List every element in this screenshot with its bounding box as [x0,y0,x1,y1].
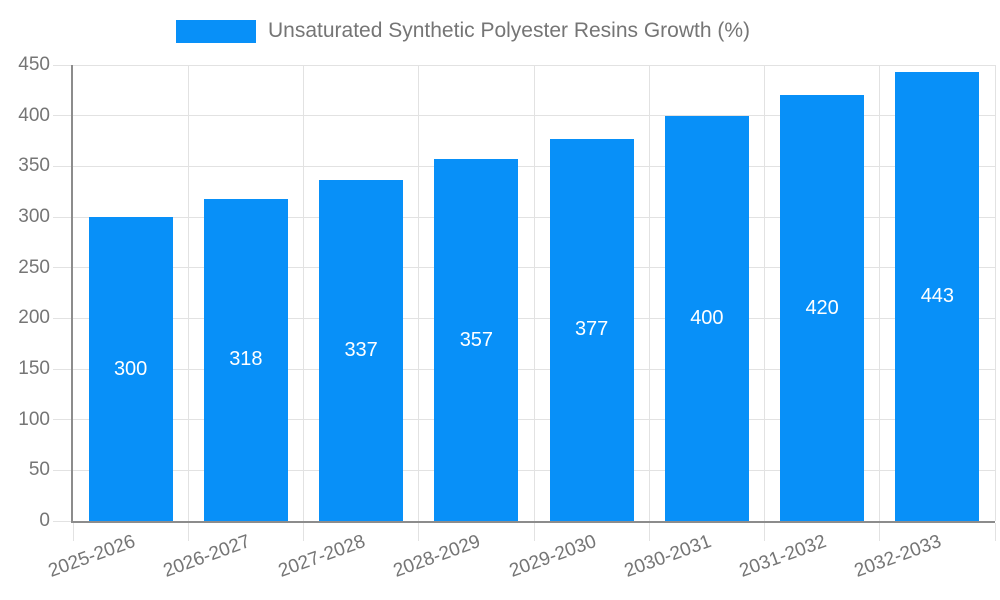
x-axis-tick [994,523,996,541]
y-axis-tick [53,469,71,471]
gridline-vertical [418,65,420,521]
gridline-vertical [187,65,189,521]
y-tick-label: 450 [18,54,50,75]
y-axis-tick [53,64,71,66]
legend-label: Unsaturated Synthetic Polyester Resins G… [268,19,751,42]
y-axis-tick [53,368,71,370]
gridline-vertical [994,65,996,521]
bar: 337 [319,179,404,521]
y-axis-tick [53,267,71,269]
y-tick-label: 250 [18,256,50,278]
bar-value-label: 318 [229,348,263,371]
y-tick-label: 0 [39,510,50,531]
y-axis-tick [53,520,71,522]
y-tick-label: 350 [18,155,50,177]
y-tick-label: 200 [18,307,50,329]
y-axis-tick [53,115,71,117]
bar: 377 [549,138,634,521]
gridline-vertical [764,65,765,521]
y-tick-label: 150 [18,358,50,379]
y-axis-tick [53,419,71,421]
y-axis-line [71,65,73,521]
bar-value-label: 337 [344,338,378,361]
bar: 420 [780,95,865,521]
plot-area: 300 318 337 357 377 400 420 443 [53,64,996,541]
x-axis-tick [648,523,650,541]
y-tick-label: 50 [28,459,50,481]
gridline-vertical [648,65,650,521]
y-tick-label: 400 [18,104,50,126]
x-axis-tick [418,523,420,541]
x-axis-line [71,521,995,523]
legend: Unsaturated Synthetic Polyester Resins G… [176,19,750,43]
bar: 400 [664,115,749,521]
gridline-vertical [879,65,881,521]
bar-value-label: 443 [920,285,955,308]
bar: 318 [203,198,288,521]
x-axis-tick [533,523,535,541]
bar-value-label: 420 [805,296,839,319]
y-tick-label: 100 [18,408,50,430]
bar-value-label: 400 [690,306,724,329]
x-axis-tick [879,523,881,541]
x-axis-tick [72,523,74,541]
y-tick-label: 300 [18,206,50,227]
bar: 443 [895,72,980,521]
x-axis-tick [187,523,189,541]
bar: 357 [434,159,519,521]
bar-value-label: 377 [574,318,609,341]
x-axis-tick [303,523,304,541]
y-axis-tick [53,317,71,319]
gridline-vertical [303,65,304,521]
bar-value-label: 357 [459,328,494,351]
x-axis-tick [764,523,765,541]
y-axis-tick [53,165,71,167]
gridline-vertical [533,65,535,521]
legend-item[interactable]: Unsaturated Synthetic Polyester Resins G… [176,19,750,43]
y-axis-tick [53,216,71,218]
bar-value-label: 300 [113,357,148,380]
bar: 300 [88,217,173,521]
legend-swatch [176,19,256,43]
